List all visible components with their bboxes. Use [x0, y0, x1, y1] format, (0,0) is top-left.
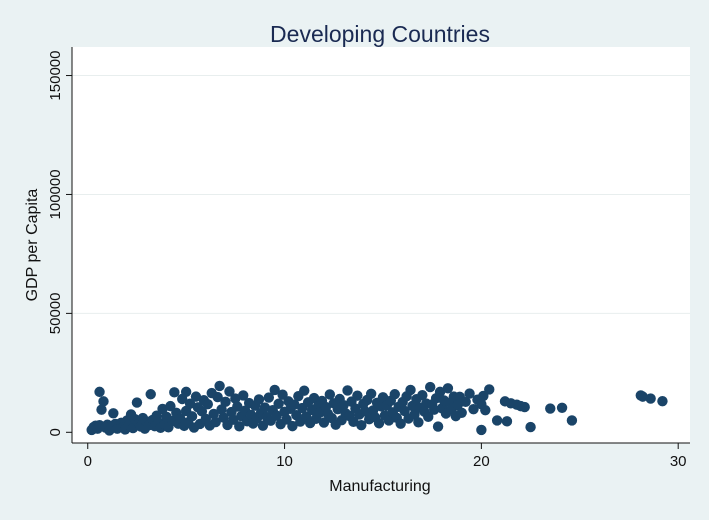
- x-tick-label: 30: [670, 453, 687, 470]
- y-tick-label: 50000: [47, 293, 64, 335]
- scatter-point: [96, 404, 107, 415]
- scatter-point: [257, 420, 269, 431]
- scatter-point: [452, 399, 463, 411]
- scatter-point: [501, 416, 513, 427]
- scatter-point: [259, 402, 271, 413]
- scatter-point: [556, 402, 568, 413]
- scatter-point: [220, 396, 231, 408]
- scatter-point: [94, 386, 105, 398]
- scatter-point: [417, 389, 428, 401]
- scatter-point: [460, 396, 471, 408]
- scatter-point: [289, 399, 300, 410]
- scatter-point: [212, 391, 223, 403]
- scatter-point: [645, 393, 656, 404]
- scatter-point: [352, 390, 363, 401]
- scatter-point: [383, 415, 395, 426]
- scatter-point: [308, 392, 320, 404]
- scatter-point: [224, 386, 235, 397]
- scatter-point: [165, 400, 176, 412]
- scatter-point: [545, 403, 556, 414]
- scatter-points: [86, 380, 668, 436]
- scatter-point: [480, 404, 491, 416]
- scatter-point: [269, 384, 280, 396]
- scatter-point: [405, 384, 416, 396]
- x-ticks: 0 10 20 30: [84, 443, 687, 470]
- scatter-point: [491, 415, 503, 426]
- scatter-point: [230, 393, 241, 404]
- scatter-point: [271, 410, 282, 421]
- scatter-point: [338, 399, 349, 411]
- scatter-point: [360, 406, 371, 417]
- scatter-point: [425, 381, 436, 393]
- scatter-point: [273, 398, 284, 409]
- scatter-point: [169, 387, 180, 398]
- scatter-point: [186, 411, 198, 422]
- y-ticks: 0 50000 100000 150000: [47, 51, 72, 436]
- y-tick-label: 0: [47, 428, 64, 436]
- scatter-point: [131, 397, 143, 408]
- x-tick-label: 10: [276, 453, 293, 470]
- y-axis-label: GDP per Capita: [24, 189, 41, 302]
- y-tick-label: 150000: [47, 51, 64, 101]
- scatter-point: [519, 401, 530, 413]
- scatter-point: [253, 394, 265, 405]
- scatter-point: [657, 395, 668, 407]
- scatter-point: [484, 384, 495, 395]
- scatter-point: [423, 411, 434, 423]
- scatter-point: [434, 386, 446, 398]
- scatter-point: [464, 388, 475, 399]
- chart-title: Developing Countries: [270, 21, 490, 47]
- scatter-point: [238, 390, 249, 401]
- scatter-point: [342, 385, 353, 396]
- scatter-point: [299, 385, 310, 396]
- scatter-point: [525, 421, 536, 433]
- scatter-point: [428, 404, 440, 415]
- scatter-point: [287, 420, 298, 432]
- scatter-point: [214, 380, 225, 392]
- scatter-point: [324, 389, 336, 400]
- scatter-point: [318, 417, 330, 428]
- scatter-point: [202, 399, 214, 410]
- scatter-point: [456, 407, 467, 418]
- axes: [71, 47, 690, 444]
- scatter-point: [157, 403, 168, 415]
- scatter-point: [389, 389, 400, 400]
- plot-area: [72, 47, 690, 443]
- x-axis-label: Manufacturing: [329, 478, 430, 495]
- scatter-point: [348, 416, 359, 428]
- scatter-point: [228, 414, 239, 425]
- scatter-point: [234, 421, 245, 432]
- scatter-point: [476, 424, 487, 436]
- y-tick-label: 100000: [47, 169, 64, 219]
- scatter-point: [566, 415, 578, 426]
- scatter-point: [263, 392, 275, 403]
- scatter-point: [145, 389, 156, 400]
- scatter-point: [432, 421, 444, 432]
- scatter-point: [210, 416, 221, 428]
- scatter-point: [468, 404, 479, 415]
- scatter-point: [373, 418, 385, 429]
- scatter-point: [98, 396, 109, 407]
- scatter-point: [365, 388, 377, 399]
- x-tick-label: 20: [473, 453, 490, 470]
- x-tick-label: 0: [84, 453, 92, 470]
- scatter-point: [442, 383, 454, 394]
- scatter-point: [413, 417, 424, 428]
- scatter-point: [377, 392, 389, 403]
- scatter-point: [208, 408, 219, 420]
- scatter-point: [277, 389, 288, 400]
- scatter-point: [395, 418, 406, 429]
- scatter-point: [190, 391, 202, 402]
- scatter-point: [184, 398, 196, 409]
- scatter-point: [232, 401, 243, 412]
- scatter-point: [281, 414, 292, 425]
- scatter-point: [637, 391, 648, 402]
- scatter-point: [180, 386, 192, 398]
- scatter-point: [356, 419, 367, 431]
- scatter-point: [108, 408, 119, 419]
- gridlines: [72, 75, 690, 314]
